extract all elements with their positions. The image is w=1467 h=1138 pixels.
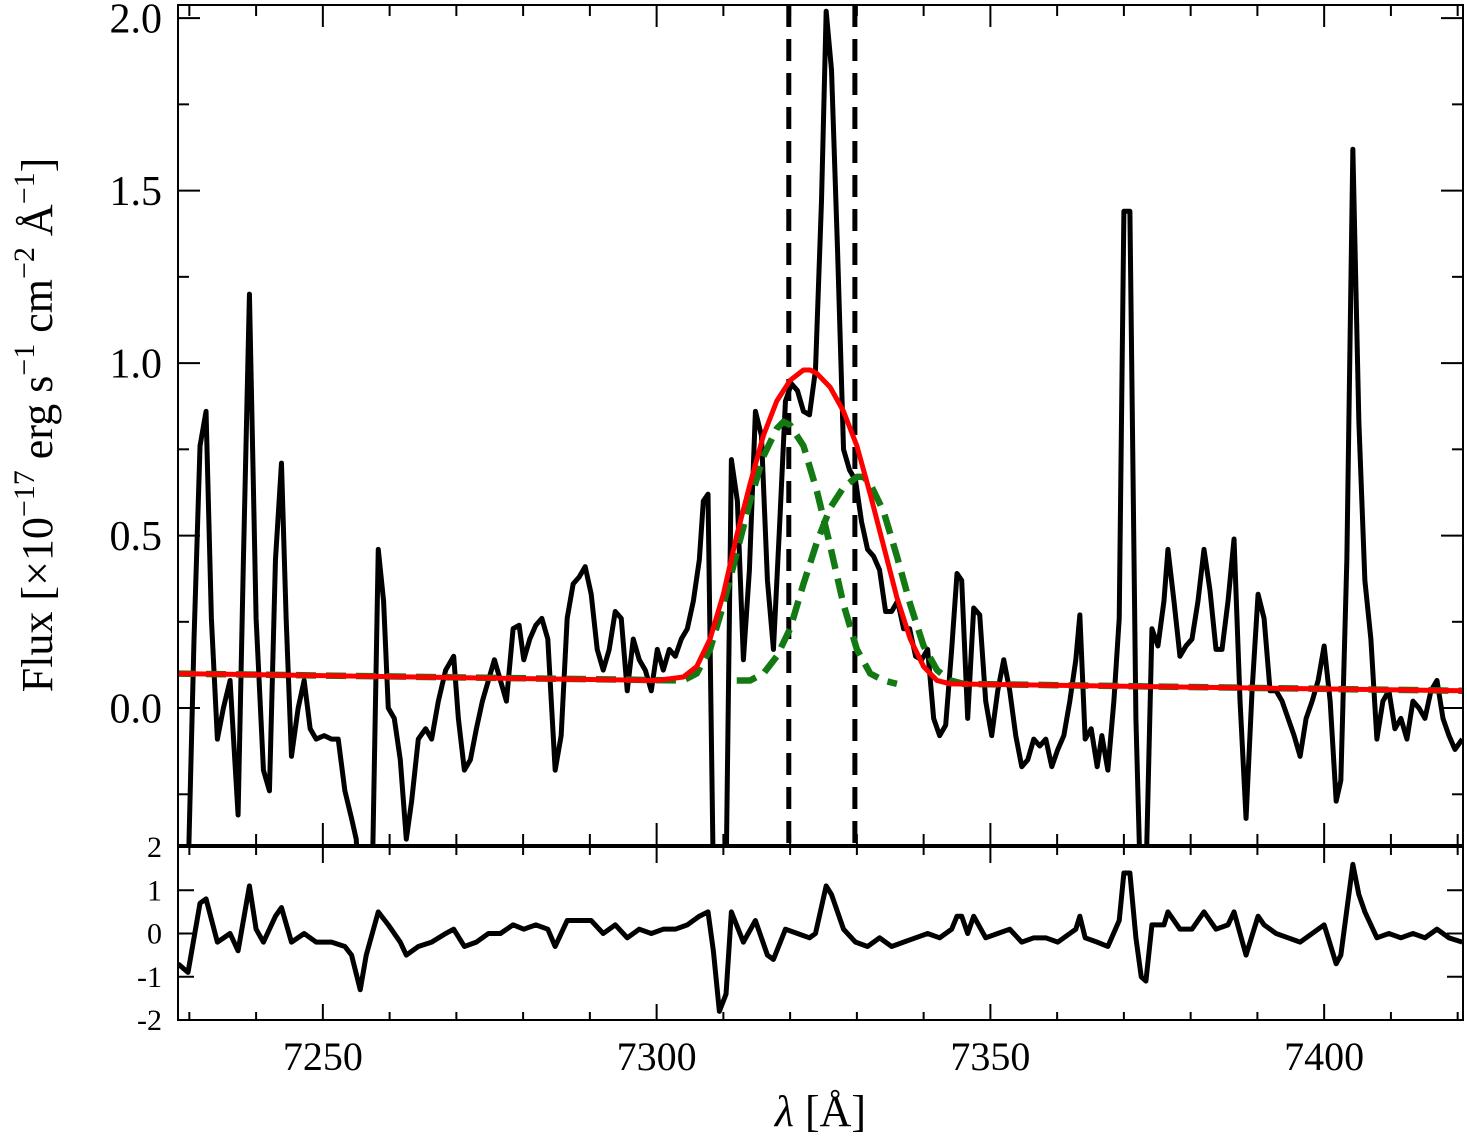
y-axis-label-part: Flux [×10 [13,517,62,692]
y-axis-label-part: −1 [8,344,41,376]
y-axis-label-part: erg s [13,376,62,471]
y-tick-label: 1.0 [110,341,163,387]
x-tick-label: 7400 [1284,1034,1364,1079]
y-tick-label: -2 [137,1004,162,1037]
y-tick-label: -1 [137,961,162,994]
series-layer [178,5,1463,845]
y-tick-label: 2.0 [110,0,163,42]
y-tick-label: 0 [147,918,162,951]
x-axis-label: λ [Å] [773,1087,866,1136]
y-tick-label: 1.5 [110,169,163,215]
y-tick-label: 2 [147,831,162,864]
y-axis-label-part: ] [13,158,62,173]
y-tick-label: 0.0 [110,686,163,732]
x-tick-label: 7250 [283,1034,363,1079]
y-axis-label-part: −1 [8,172,41,204]
y-axis-label: Flux [×10−17 erg s−1 cm−2 Å−1] [8,158,62,693]
x-tick-label: 7350 [950,1034,1030,1079]
x-tick-label: 7300 [617,1034,697,1079]
x-axis-label-part: λ [773,1087,794,1136]
y-axis-label-part: Å [13,204,62,247]
y-axis-label-part: −17 [8,470,41,517]
x-axis-label-part: [Å] [794,1087,866,1136]
spectrum-line [178,861,1463,1014]
spectrum-line [186,8,1463,845]
y-tick-label: 0.5 [110,514,163,560]
spectrum-line [178,418,898,688]
y-tick-label: 1 [147,874,162,907]
plot-frame [177,4,1464,846]
series-layer [178,861,1463,1014]
y-axis-label-part: −2 [8,247,41,279]
spectrum-line [178,367,1463,694]
spectrum-line [736,473,1463,695]
y-axis-label-part: cm [13,279,62,344]
